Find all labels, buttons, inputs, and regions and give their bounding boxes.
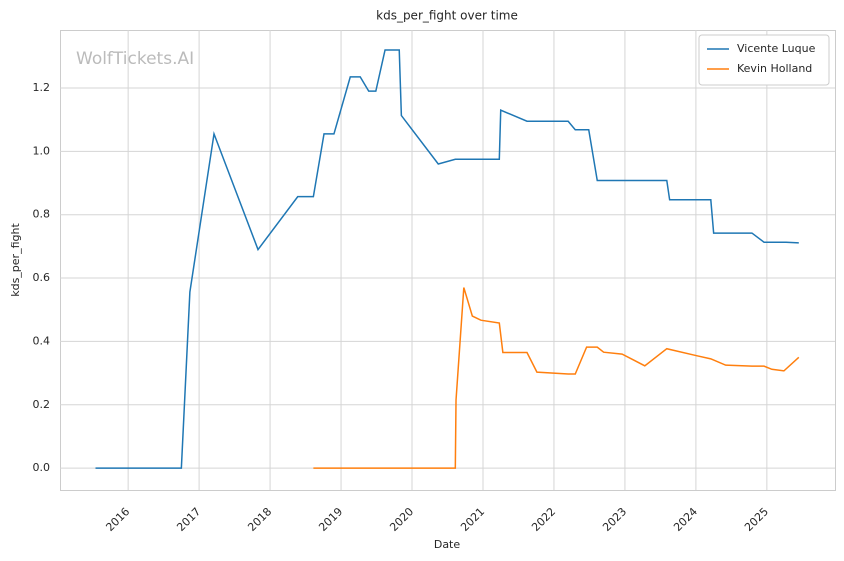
plot-area: [60, 30, 836, 491]
x-tick-label: 2017: [174, 505, 203, 534]
legend-label: Vicente Luque: [737, 42, 816, 55]
x-tick-label: 2025: [742, 505, 771, 534]
chart-title: kds_per_fight over time: [376, 9, 518, 23]
series-line: [313, 287, 800, 469]
y-tick-label: 0.0: [33, 461, 51, 474]
y-tick-label: 0.8: [33, 208, 51, 221]
y-tick-label: 0.6: [33, 271, 51, 284]
x-tick-label: 2016: [103, 505, 132, 534]
y-tick-label: 0.4: [33, 334, 51, 347]
y-tick-label: 1.2: [33, 81, 51, 94]
x-tick-label: 2022: [529, 505, 558, 534]
x-tick-label: 2018: [245, 505, 274, 534]
x-axis-label: Date: [434, 538, 461, 551]
x-tick-label: 2020: [387, 505, 416, 534]
series-line: [95, 49, 799, 469]
x-tick-label: 2024: [671, 505, 700, 534]
watermark: WolfTickets.AI: [76, 49, 194, 69]
y-axis-label: kds_per_fight: [9, 223, 22, 297]
y-tick-label: 1.0: [33, 144, 51, 157]
y-tick-label: 0.2: [33, 398, 51, 411]
x-tick-label: 2023: [600, 505, 629, 534]
legend-box: [698, 34, 830, 86]
legend-label: Kevin Holland: [737, 62, 812, 75]
x-tick-label: 2019: [316, 505, 345, 534]
x-tick-label: 2021: [458, 505, 487, 534]
